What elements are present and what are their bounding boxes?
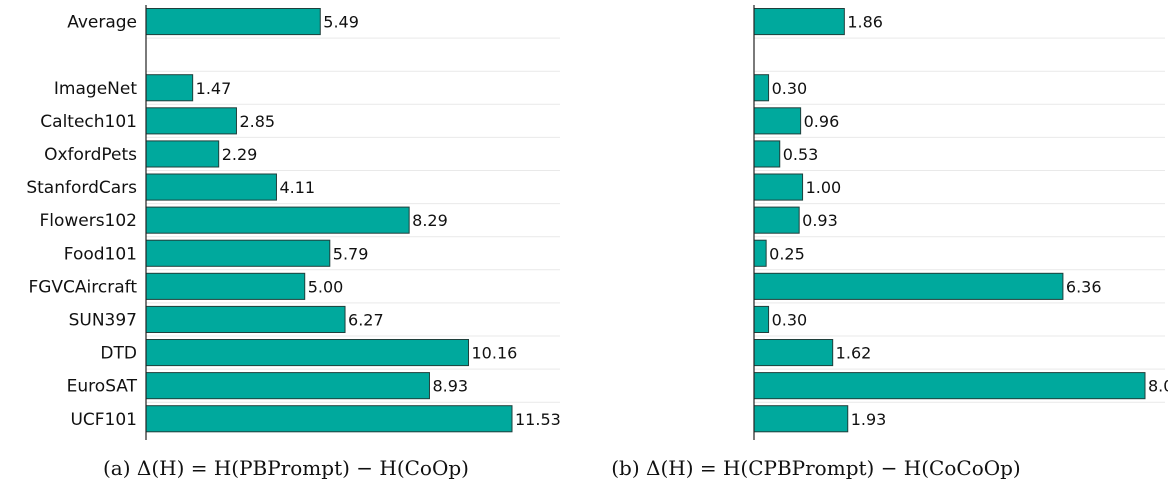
bar-value-label: 0.30 [772,310,808,329]
bar-b-average [753,8,845,36]
bar-value-label: 0.93 [802,211,838,230]
bar-b-food101 [753,239,767,267]
category-label: UCF101 [70,410,137,430]
bar-a-oxfordpets [145,140,220,168]
caption-b: (b) Δ(H) = H(CPBPrompt) − H(CoCoOp) [611,456,1021,480]
category-label: FGVCAircraft [28,277,137,297]
bar-value-label: 1.47 [196,79,232,98]
bar-b-oxfordpets [753,140,781,168]
bar-b-dtd [753,339,834,367]
bar-a-flowers102 [145,206,410,234]
bar-value-label: 6.27 [348,310,384,329]
bar-value-label: 5.49 [323,13,359,32]
bar-a-eurosat [145,372,430,400]
category-label: Caltech101 [40,112,137,132]
bar-value-label: 10.16 [472,344,518,363]
category-label: ImageNet [54,79,137,99]
bar-value-label: 6.36 [1066,277,1102,296]
category-label: Food101 [64,244,137,264]
bar-a-sun397 [145,305,346,333]
bar-b-fgvcaircraft [753,272,1064,300]
bar-b-imagenet [753,74,770,102]
caption-a: (a) Δ(H) = H(PBPrompt) − H(CoOp) [103,456,469,480]
bar-a-food101 [145,239,331,267]
category-label: Flowers102 [39,211,137,231]
bar-b-sun397 [753,305,770,333]
bar-b-eurosat [753,372,1146,400]
chart-panel-b: 1.86 0.30 0.96 0.53 1.00 0.93 0.25 6.36 0.30 1.62… [753,5,1168,440]
bar-value-label: 1.00 [806,178,842,197]
bar-value-label: 4.11 [279,178,315,197]
bar-a-dtd [145,339,470,367]
bar-b-ucf101 [753,405,849,433]
bar-a-fgvcaircraft [145,272,306,300]
bar-value-label: 0.30 [772,79,808,98]
chart-panel-a: Average 5.49 ImageNet 1.47 Caltech101 2.85 Oxf… [26,5,561,440]
bar-a-average [145,8,321,36]
bar-b-caltech101 [753,107,802,135]
bar-value-label: 0.96 [804,112,840,131]
category-label: SUN397 [69,310,137,330]
bar-a-stanfordcars [145,173,277,201]
category-label: Average [67,13,137,33]
bar-value-label: 1.62 [836,344,872,363]
bar-value-label: 0.25 [769,244,805,263]
bar-value-label: 0.53 [783,145,819,164]
category-label: StanfordCars [26,178,137,198]
bar-a-ucf101 [145,405,513,433]
category-label: DTD [100,344,137,364]
bar-a-imagenet [145,74,194,102]
bar-b-flowers102 [753,206,800,234]
bar-value-label: 2.29 [222,145,258,164]
bar-value-label: 8.29 [412,211,448,230]
bar-value-label: 1.93 [851,410,887,429]
bar-value-label: 11.53 [515,410,561,429]
category-label: EuroSAT [67,377,138,397]
bar-value-label: 5.00 [308,277,344,296]
category-label: OxfordPets [44,145,137,165]
bar-value-label: 5.79 [333,244,369,263]
bar-value-label: 1.86 [847,13,883,32]
bar-value-label: 8.93 [432,377,468,396]
bar-value-label: 2.85 [239,112,275,131]
bar-value-label: 8.05 [1148,377,1168,396]
bar-a-caltech101 [145,107,237,135]
bar-b-stanfordcars [753,173,804,201]
